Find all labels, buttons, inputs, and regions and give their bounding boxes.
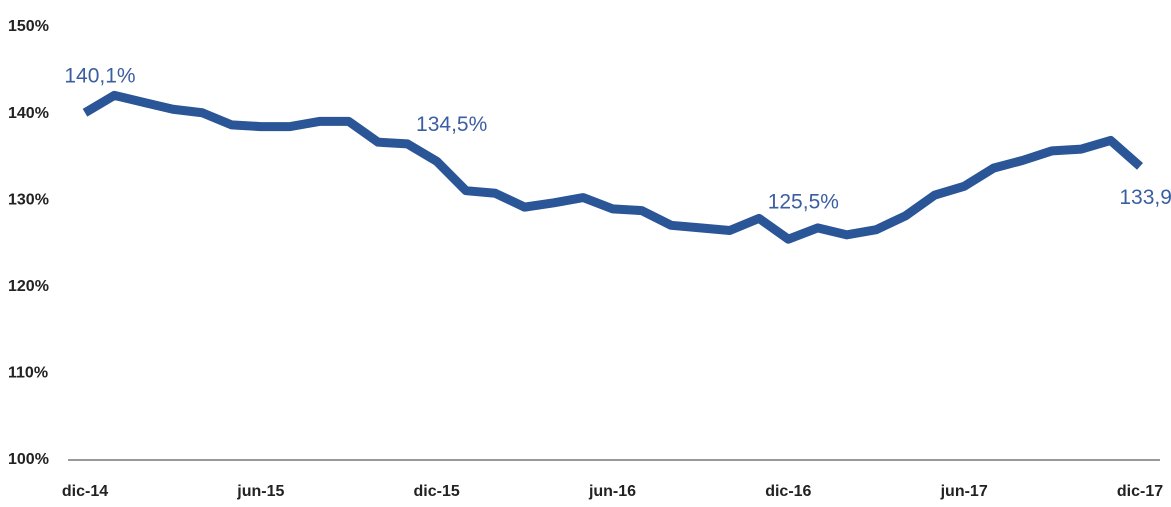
x-tick-label: jun-15 xyxy=(236,483,284,500)
x-tick-label: dic-17 xyxy=(1117,483,1163,500)
data-label: 133,9% xyxy=(1119,186,1171,209)
x-tick-label: jun-17 xyxy=(940,483,988,500)
line xyxy=(82,90,1143,244)
y-tick-label: 150% xyxy=(8,18,49,35)
data-label: 140,1% xyxy=(64,64,135,87)
y-tick-label: 110% xyxy=(8,365,48,382)
x-tick-label: dic-15 xyxy=(414,483,460,500)
y-tick-label: 120% xyxy=(8,278,49,295)
y-tick-label: 130% xyxy=(8,191,49,208)
x-tick-label: jun-16 xyxy=(588,483,636,500)
x-tick-label: dic-14 xyxy=(62,483,108,500)
y-tick-label: 140% xyxy=(8,105,49,122)
data-label: 134,5% xyxy=(416,113,487,136)
x-tick-label: dic-16 xyxy=(765,483,811,500)
data-label: 125,5% xyxy=(768,191,839,214)
y-tick-label: 100% xyxy=(8,451,49,468)
